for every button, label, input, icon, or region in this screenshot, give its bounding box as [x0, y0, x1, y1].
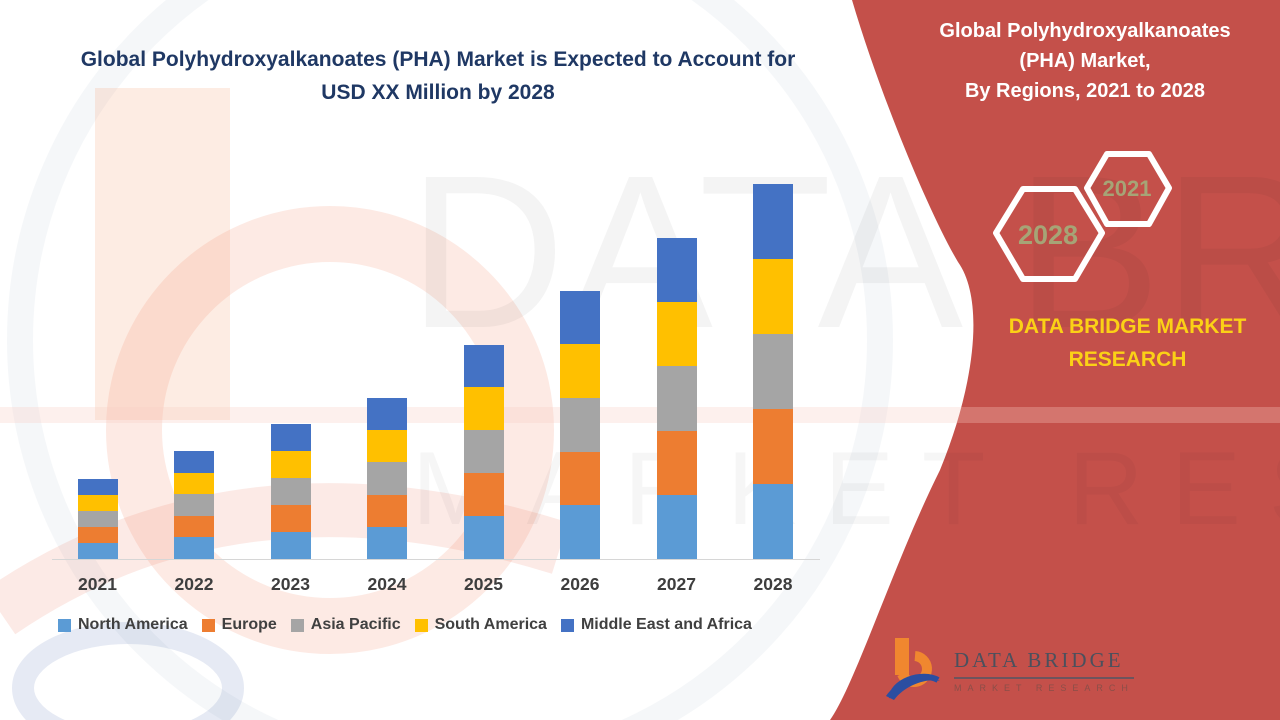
legend-item-europe: Europe [201, 616, 277, 634]
watermark-underline-stripe [0, 407, 1280, 423]
segment-middle-east-and-africa [753, 184, 793, 259]
legend-item-south-america: South America [414, 616, 547, 634]
legend-item-asia-pacific: Asia Pacific [290, 616, 401, 634]
hexagon-2028-outline-icon [993, 186, 1105, 282]
segment-asia-pacific [270, 478, 311, 505]
chart-title-line1: Global Polyhydroxyalkanoates (PHA) Marke… [80, 48, 796, 71]
bar-2027 [656, 238, 697, 559]
bar-2026 [560, 290, 600, 559]
chart-plot [52, 165, 822, 560]
chart-title-line2: USD XX Million by 2028 [321, 80, 555, 104]
segment-south-america [463, 387, 504, 431]
x-axis-label-2028: 2028 [753, 574, 793, 594]
legend-label: Middle East and Africa [580, 616, 752, 633]
bar-2022 [174, 451, 214, 559]
segment-north-america [270, 532, 311, 559]
bar-2023 [270, 424, 311, 559]
segment-middle-east-and-africa [77, 479, 118, 495]
segment-south-america [174, 472, 214, 495]
segment-north-america [77, 543, 118, 559]
hexagon-2021-outline-icon [1084, 151, 1172, 227]
company-logo: DATA BRIDGE MARKET RESEARCH [884, 636, 1134, 704]
x-axis-label-2021: 2021 [78, 574, 117, 594]
segment-middle-east-and-africa [656, 238, 697, 303]
bar-2025 [463, 344, 504, 559]
segment-europe [656, 430, 697, 495]
legend-swatch-icon [290, 618, 304, 632]
legend-label: Asia Pacific [310, 616, 401, 633]
segment-europe [270, 505, 311, 532]
segment-south-america [753, 259, 793, 334]
segment-europe [463, 473, 504, 517]
segment-asia-pacific [753, 334, 793, 409]
x-axis-label-2027: 2027 [657, 574, 696, 594]
segment-north-america [656, 494, 697, 559]
legend-label: Europe [221, 616, 277, 633]
segment-europe [367, 494, 407, 527]
segment-asia-pacific [77, 511, 118, 527]
hexagon-2021-badge [1084, 151, 1172, 227]
watermark-databridge-text: DATA BRIDGE [408, 131, 1280, 374]
segment-south-america [77, 495, 118, 511]
legend-label: South America [434, 616, 547, 633]
segment-south-america [656, 302, 697, 367]
legend-swatch-icon [58, 618, 71, 632]
x-axis-label-2022: 2022 [174, 574, 214, 594]
segment-europe [753, 409, 793, 484]
databridge-logo-icon [886, 638, 940, 700]
segment-south-america [270, 451, 311, 478]
hexagon-2021-label: 2021 [1102, 176, 1152, 201]
segment-middle-east-and-africa [560, 290, 600, 345]
bar-2024 [367, 398, 407, 559]
segment-north-america [174, 537, 214, 559]
legend-item-north-america: North America [58, 616, 188, 634]
legend-label: North America [78, 616, 188, 633]
bar-2028 [753, 184, 793, 559]
segment-europe [77, 527, 118, 543]
segment-south-america [367, 430, 407, 463]
segment-europe [560, 451, 600, 506]
legend-swatch-icon [414, 618, 428, 632]
x-axis-label-2024: 2024 [367, 574, 407, 594]
segment-north-america [463, 516, 504, 559]
segment-middle-east-and-africa [463, 344, 504, 388]
bar-2021 [77, 479, 118, 559]
watermark-marketresearch-text: MARKET RESEARCH [412, 431, 1280, 547]
segment-north-america [367, 526, 407, 559]
brand-text: DATA BRIDGE MARKET RESEARCH [1008, 315, 1247, 371]
hexagon-2028-label: 2028 [1017, 219, 1079, 250]
segment-asia-pacific [463, 430, 504, 474]
x-axis-label-2026: 2026 [560, 574, 600, 594]
x-axis-label-2025: 2025 [464, 574, 503, 594]
segment-europe [174, 515, 214, 538]
legend-item-middle-east-and-africa: Middle East and Africa [560, 616, 752, 634]
x-axis-label-2023: 2023 [271, 574, 310, 594]
legend: North America Europe Asia Pacific South Ame… [58, 616, 828, 634]
segment-asia-pacific [656, 366, 697, 431]
segment-asia-pacific [367, 462, 407, 495]
x-axis-line [52, 559, 820, 560]
legend-swatch-icon [201, 618, 215, 632]
logo-name-text: DATA BRIDGE [954, 648, 1134, 679]
hexagon-2028-badge [993, 186, 1105, 282]
segment-middle-east-and-africa [174, 451, 214, 473]
legend-swatch-icon [560, 618, 574, 632]
segment-north-america [753, 484, 793, 559]
chart-title: Global Polyhydroxyalkanoates (PHA) Marke… [38, 44, 838, 109]
panel-heading: Global Polyhydroxyalkanoates (PHA) Marke… [939, 20, 1231, 102]
segment-middle-east-and-africa [367, 398, 407, 431]
segment-north-america [560, 505, 600, 559]
segment-middle-east-and-africa [270, 424, 311, 451]
segment-asia-pacific [174, 494, 214, 516]
segment-south-america [560, 344, 600, 398]
x-axis-labels: 2021 2022 2023 2024 2025 2026 2027 2028 [52, 574, 822, 598]
logo-sub-text: MARKET RESEARCH [954, 682, 1134, 693]
segment-asia-pacific [560, 397, 600, 452]
logo-text-column: DATA BRIDGE MARKET RESEARCH [954, 648, 1134, 693]
